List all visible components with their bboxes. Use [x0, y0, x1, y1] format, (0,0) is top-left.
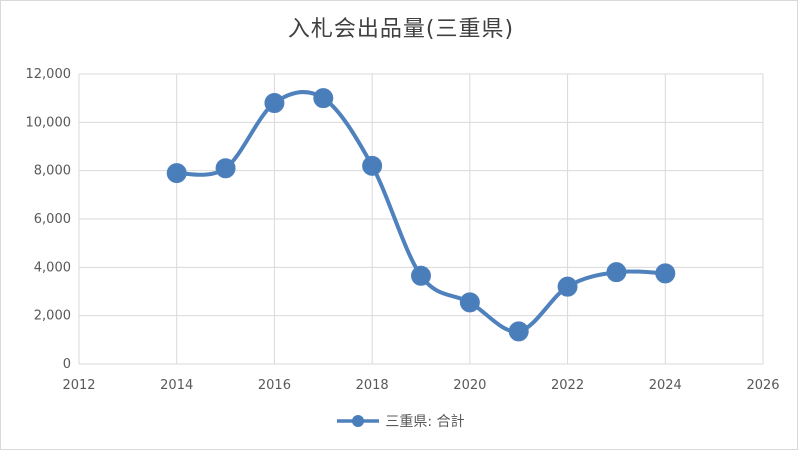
y-tick-label: 8,000: [34, 164, 71, 179]
y-tick-label: 0: [63, 357, 71, 372]
legend-marker: [352, 415, 365, 427]
y-tick-label: 6,000: [34, 212, 71, 227]
data-point: [508, 321, 529, 342]
data-point: [459, 292, 480, 313]
legend-series-swatch: [337, 415, 380, 427]
data-point: [264, 93, 285, 113]
data-point: [313, 88, 334, 109]
axis-layer: 0 2,000 4,000 6,000 8,000 10,000 12,000 2012 201…: [26, 67, 780, 393]
y-tick-label: 2,000: [34, 309, 71, 324]
data-point: [557, 276, 578, 297]
x-tick-label: 2026: [746, 378, 779, 393]
x-tick-label: 2022: [551, 378, 584, 393]
data-point: [655, 263, 676, 284]
data-point: [606, 262, 627, 283]
y-tick-label: 4,000: [34, 260, 71, 275]
marker-layer: [166, 88, 676, 342]
x-tick-label: 2016: [258, 378, 291, 393]
data-point: [411, 265, 431, 286]
y-tick-label: 10,000: [26, 115, 72, 130]
x-tick-label: 2024: [649, 378, 682, 393]
legend-series-label: 三重県: 合計: [385, 414, 465, 430]
x-tick-label: 2018: [356, 378, 389, 393]
y-tick-label: 12,000: [26, 67, 72, 82]
data-point: [215, 158, 236, 179]
data-point: [362, 155, 383, 176]
x-tick-label: 2014: [160, 378, 193, 393]
data-point: [166, 163, 187, 184]
x-tick-label: 2012: [62, 378, 95, 393]
series-layer: [174, 90, 668, 334]
series-line: [174, 90, 668, 334]
legend: 三重県: 合計: [1, 411, 800, 431]
grid-layer: [78, 73, 764, 365]
x-tick-label: 2020: [453, 378, 486, 393]
chart-title: 入札会出品量(三重県): [287, 17, 515, 42]
